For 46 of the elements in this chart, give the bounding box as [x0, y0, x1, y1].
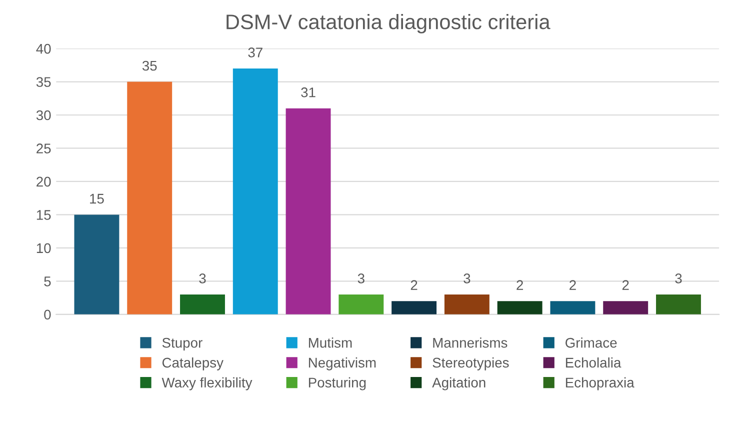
bar: [392, 301, 437, 314]
legend-label: Negativism: [308, 357, 376, 370]
bar: [497, 301, 542, 314]
y-tick-label: 35: [36, 77, 51, 87]
legend-label: Stupor: [162, 338, 202, 350]
bar: [127, 82, 172, 314]
legend-label: Grimace: [566, 338, 617, 348]
legend-label: Mannerisms: [433, 338, 508, 348]
data-label: 3: [675, 274, 682, 284]
bar: [656, 294, 701, 314]
data-label: 35: [142, 60, 157, 71]
data-label: 15: [90, 194, 104, 204]
data-label: 2: [570, 280, 576, 290]
bar: [603, 301, 648, 314]
legend-label: Agitation: [432, 377, 486, 390]
legend-label: Stereotypies: [432, 357, 509, 370]
bar: [180, 294, 225, 314]
y-tick-label: 5: [44, 276, 51, 286]
bar: [286, 108, 331, 314]
data-label: 2: [516, 280, 523, 290]
bar: [232, 68, 278, 314]
y-tick-label: 20: [36, 176, 51, 187]
y-tick-label: 10: [36, 243, 51, 254]
data-label: 31: [301, 87, 316, 98]
legend-label: Catalepsy: [162, 357, 224, 370]
bar: [338, 294, 384, 314]
y-tick-label: 0: [44, 310, 51, 320]
data-label: 37: [248, 48, 262, 58]
bar: [550, 301, 596, 314]
data-label: 2: [410, 280, 418, 290]
chart-title: DSM-V catatonia diagnostic criteria: [226, 14, 550, 34]
data-label: 2: [622, 280, 629, 290]
data-label: 3: [464, 274, 470, 284]
bar: [74, 214, 120, 314]
data-label: 3: [358, 274, 364, 284]
legend-label: Echolalia: [566, 357, 622, 368]
bar: [444, 294, 490, 314]
y-tick-label: 25: [36, 144, 51, 154]
legend-label: Waxy flexibility: [162, 377, 252, 390]
legend-label: Echopraxia: [566, 377, 634, 390]
legend-label: Mutism: [308, 338, 352, 348]
data-label: 3: [199, 274, 206, 284]
y-tick-label: 40: [36, 44, 51, 54]
legend-label: Posturing: [308, 377, 366, 390]
y-tick-label: 15: [36, 210, 51, 220]
y-tick-label: 30: [36, 110, 51, 120]
